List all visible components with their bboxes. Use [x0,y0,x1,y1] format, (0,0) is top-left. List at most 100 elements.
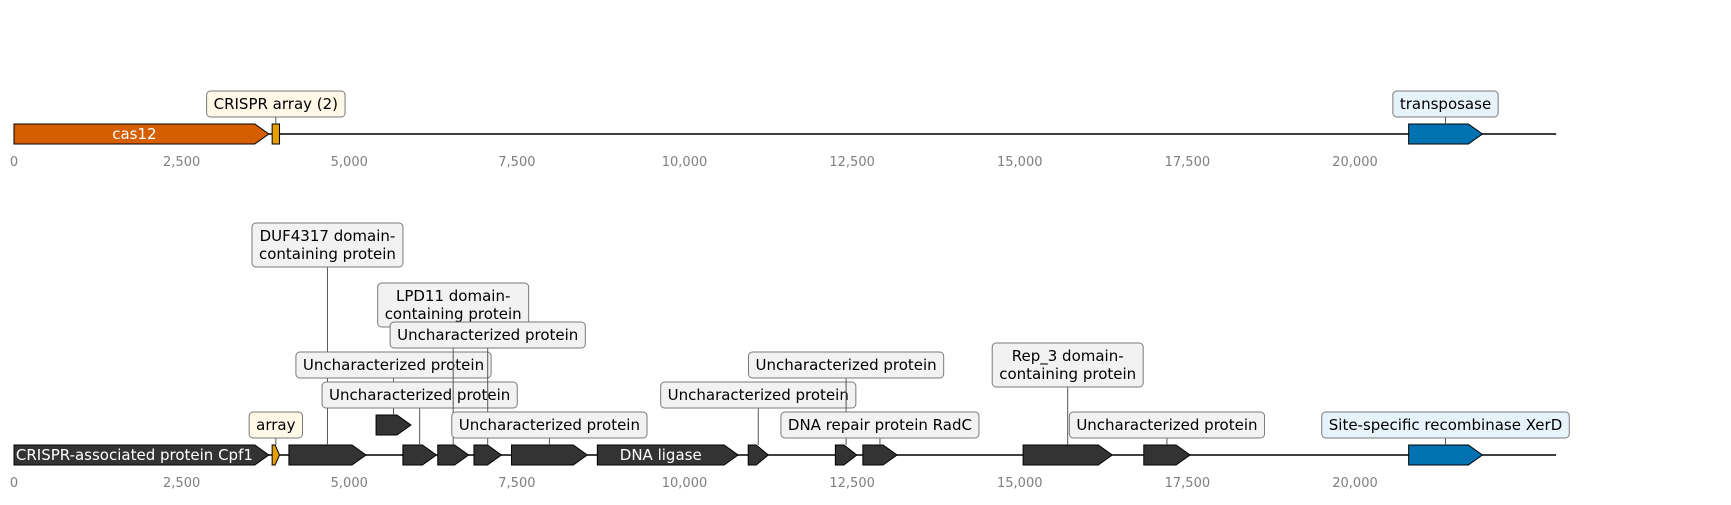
tick-label: 15,000 [997,155,1043,170]
gene-arrow[interactable] [13,444,270,466]
gene-arrow[interactable] [437,444,470,466]
tick-label: 15,000 [997,476,1043,491]
gene-arrow[interactable] [13,123,270,145]
callout-box [251,222,404,268]
tick-label: 17,500 [1165,155,1211,170]
gene-inline-label: CRISPR-associated protein Cpf1 [16,446,253,464]
gene-arrow[interactable] [1143,444,1191,466]
gene-dna-ligase[interactable]: DNA ligase [596,444,740,466]
gene-arrow[interactable] [511,444,589,466]
callout-radc: DNA repair protein RadC [780,411,980,445]
callout-box [780,411,980,439]
callout-array: array [248,411,304,445]
tick-label: 5,000 [331,476,368,491]
callout-unchar-g: Uncharacterized protein [1068,411,1266,445]
gene-radc[interactable] [862,444,898,466]
callout-lpd11: LPD11 domain-containing protein [377,282,530,445]
callout-label: Uncharacterized protein [668,386,849,404]
callout-box [747,351,945,379]
callout-label: Uncharacterized protein [303,356,484,374]
tick-label: 7,500 [498,476,535,491]
gene-unchar-d[interactable] [511,444,589,466]
gene-cpf1[interactable]: CRISPR-associated protein Cpf1 [13,444,270,466]
tick-label: 20,000 [1332,476,1378,491]
callout-label: CRISPR array (2) [214,95,338,113]
gene-arrow[interactable] [375,414,412,436]
gene-arrow[interactable] [834,444,858,466]
callout-label: DNA repair protein RadC [788,416,972,434]
gene-unchar-b[interactable] [402,444,438,466]
gene-inline-label: DNA ligase [620,446,702,464]
track-top: 0 2,500 5,000 7,500 10,000 12,500 15,000 17,500… [10,90,1557,170]
gene-inline-label: cas12 [112,125,156,143]
gene-unchar-e[interactable] [747,444,770,466]
gene-lpd11[interactable] [437,444,470,466]
gene-transposase[interactable] [1408,123,1484,145]
gene-unchar-a[interactable] [375,414,412,436]
gene-arrow[interactable] [402,444,438,466]
gene-arrow[interactable] [1408,123,1484,145]
callout-label: Rep_3 domain-containing protein [999,347,1136,383]
gene-arrow[interactable] [747,444,770,466]
callout-label: Uncharacterized protein [1076,416,1257,434]
callout-label: LPD11 domain-containing protein [385,287,522,323]
tick-label: 2,500 [163,155,200,170]
callout-label: Uncharacterized protein [397,326,578,344]
tick-label: 12,500 [829,155,875,170]
gene-arrow[interactable] [1408,444,1484,466]
callout-duf4317: DUF4317 domain-containing protein [251,222,404,445]
gene-duf4317[interactable] [288,444,367,466]
gene-cas12[interactable]: cas12 [13,123,270,145]
gene-arrow[interactable] [1022,444,1114,466]
callout-transposase: transposase [1392,90,1499,124]
gene-crispr-array[interactable] [271,123,281,145]
callout-rep3: Rep_3 domain-containing protein [991,342,1144,445]
tick-label: 17,500 [1165,476,1211,491]
gene-arrow[interactable] [473,444,503,466]
callout-box [321,381,518,409]
callout-label: Uncharacterized protein [755,356,936,374]
gene-xerd[interactable] [1408,444,1484,466]
tick-label: 20,000 [1332,155,1378,170]
callout-label: Uncharacterized protein [329,386,510,404]
tick-label: 10,000 [662,476,708,491]
gene-arrow[interactable] [271,444,281,466]
tick-label: 0 [10,155,18,170]
callout-box [389,321,586,349]
gene-array[interactable] [271,444,281,466]
callout-box [660,381,857,409]
callout-label: Uncharacterized protein [459,416,640,434]
callout-box [1392,90,1499,118]
tick-label: 5,000 [331,155,368,170]
gene-arrow[interactable] [288,444,367,466]
gene-unchar-c[interactable] [473,444,503,466]
callout-box [1321,411,1570,439]
callout-unchar-b: Uncharacterized protein [321,381,518,445]
callout-box [991,342,1144,388]
callout-label: array [256,416,295,434]
callout-box [1068,411,1266,439]
tick-label: 10,000 [662,155,708,170]
gene-unchar-f[interactable] [834,444,858,466]
callout-unchar-e: Uncharacterized protein [660,381,857,445]
gene-arrow[interactable] [596,444,740,466]
callout-xerd: Site-specific recombinase XerD [1321,411,1570,445]
callout-label: DUF4317 domain-containing protein [259,227,396,263]
callout-label: transposase [1400,95,1491,113]
tick-label: 7,500 [498,155,535,170]
callout-unchar-a: Uncharacterized protein [295,351,492,415]
gene-unchar-g[interactable] [1143,444,1191,466]
callout-box [248,411,304,439]
tick-label: 2,500 [163,476,200,491]
gene-arrow[interactable] [271,123,281,145]
callout-label: Site-specific recombinase XerD [1329,416,1563,434]
callout-unchar-f: Uncharacterized protein [747,351,945,445]
tick-label: 12,500 [829,476,875,491]
callout-box [295,351,492,379]
callout-crispr-array: CRISPR array (2) [206,90,346,124]
gene-rep3[interactable] [1022,444,1114,466]
callout-unchar-c: Uncharacterized protein [389,321,586,445]
gene-arrow[interactable] [862,444,898,466]
tick-label: 0 [10,476,18,491]
